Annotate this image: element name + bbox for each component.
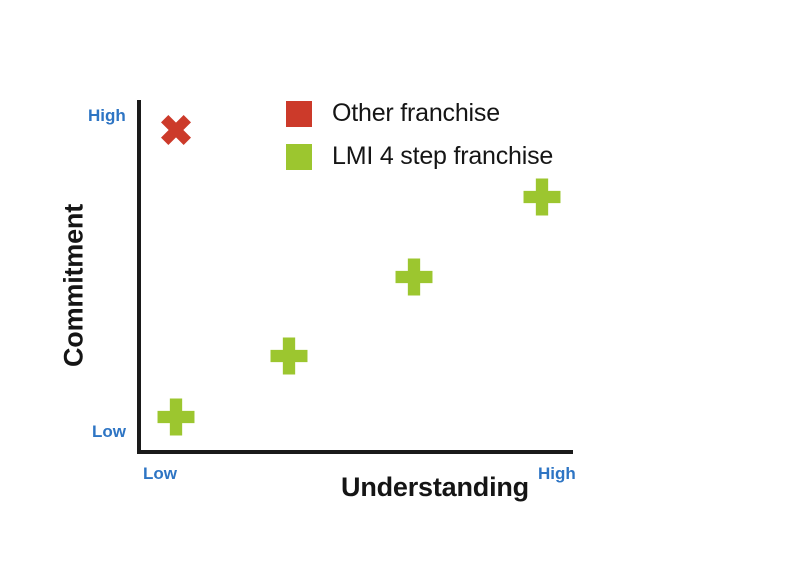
y-axis-tick-high: High <box>88 106 126 125</box>
x-axis-line <box>137 450 573 454</box>
x-axis-tick-high: High <box>538 464 576 483</box>
chart-legend: Other franchise LMI 4 step franchise <box>286 92 553 178</box>
legend-label-lmi-4-step-franchise: LMI 4 step franchise <box>332 142 554 170</box>
y-axis-line <box>137 100 141 454</box>
x-axis-tick-low: Low <box>143 464 177 483</box>
legend-item-lmi-4-step-franchise[interactable]: LMI 4 step franchise <box>286 135 553 178</box>
data-point-plus-marker <box>154 395 198 439</box>
legend-item-other-franchise[interactable]: Other franchise <box>286 92 553 135</box>
data-point-plus-marker <box>520 175 564 219</box>
legend-label-other-franchise: Other franchise <box>332 99 500 127</box>
y-axis-title: Commitment <box>58 204 89 368</box>
data-point-plus-marker <box>267 334 311 378</box>
data-point-plus-marker <box>392 255 436 299</box>
legend-swatch-red-square <box>286 100 312 127</box>
data-point-x-marker <box>156 110 196 150</box>
x-axis-title: Understanding <box>341 472 529 502</box>
legend-swatch-green-square <box>286 143 312 170</box>
y-axis-tick-low: Low <box>92 422 126 441</box>
